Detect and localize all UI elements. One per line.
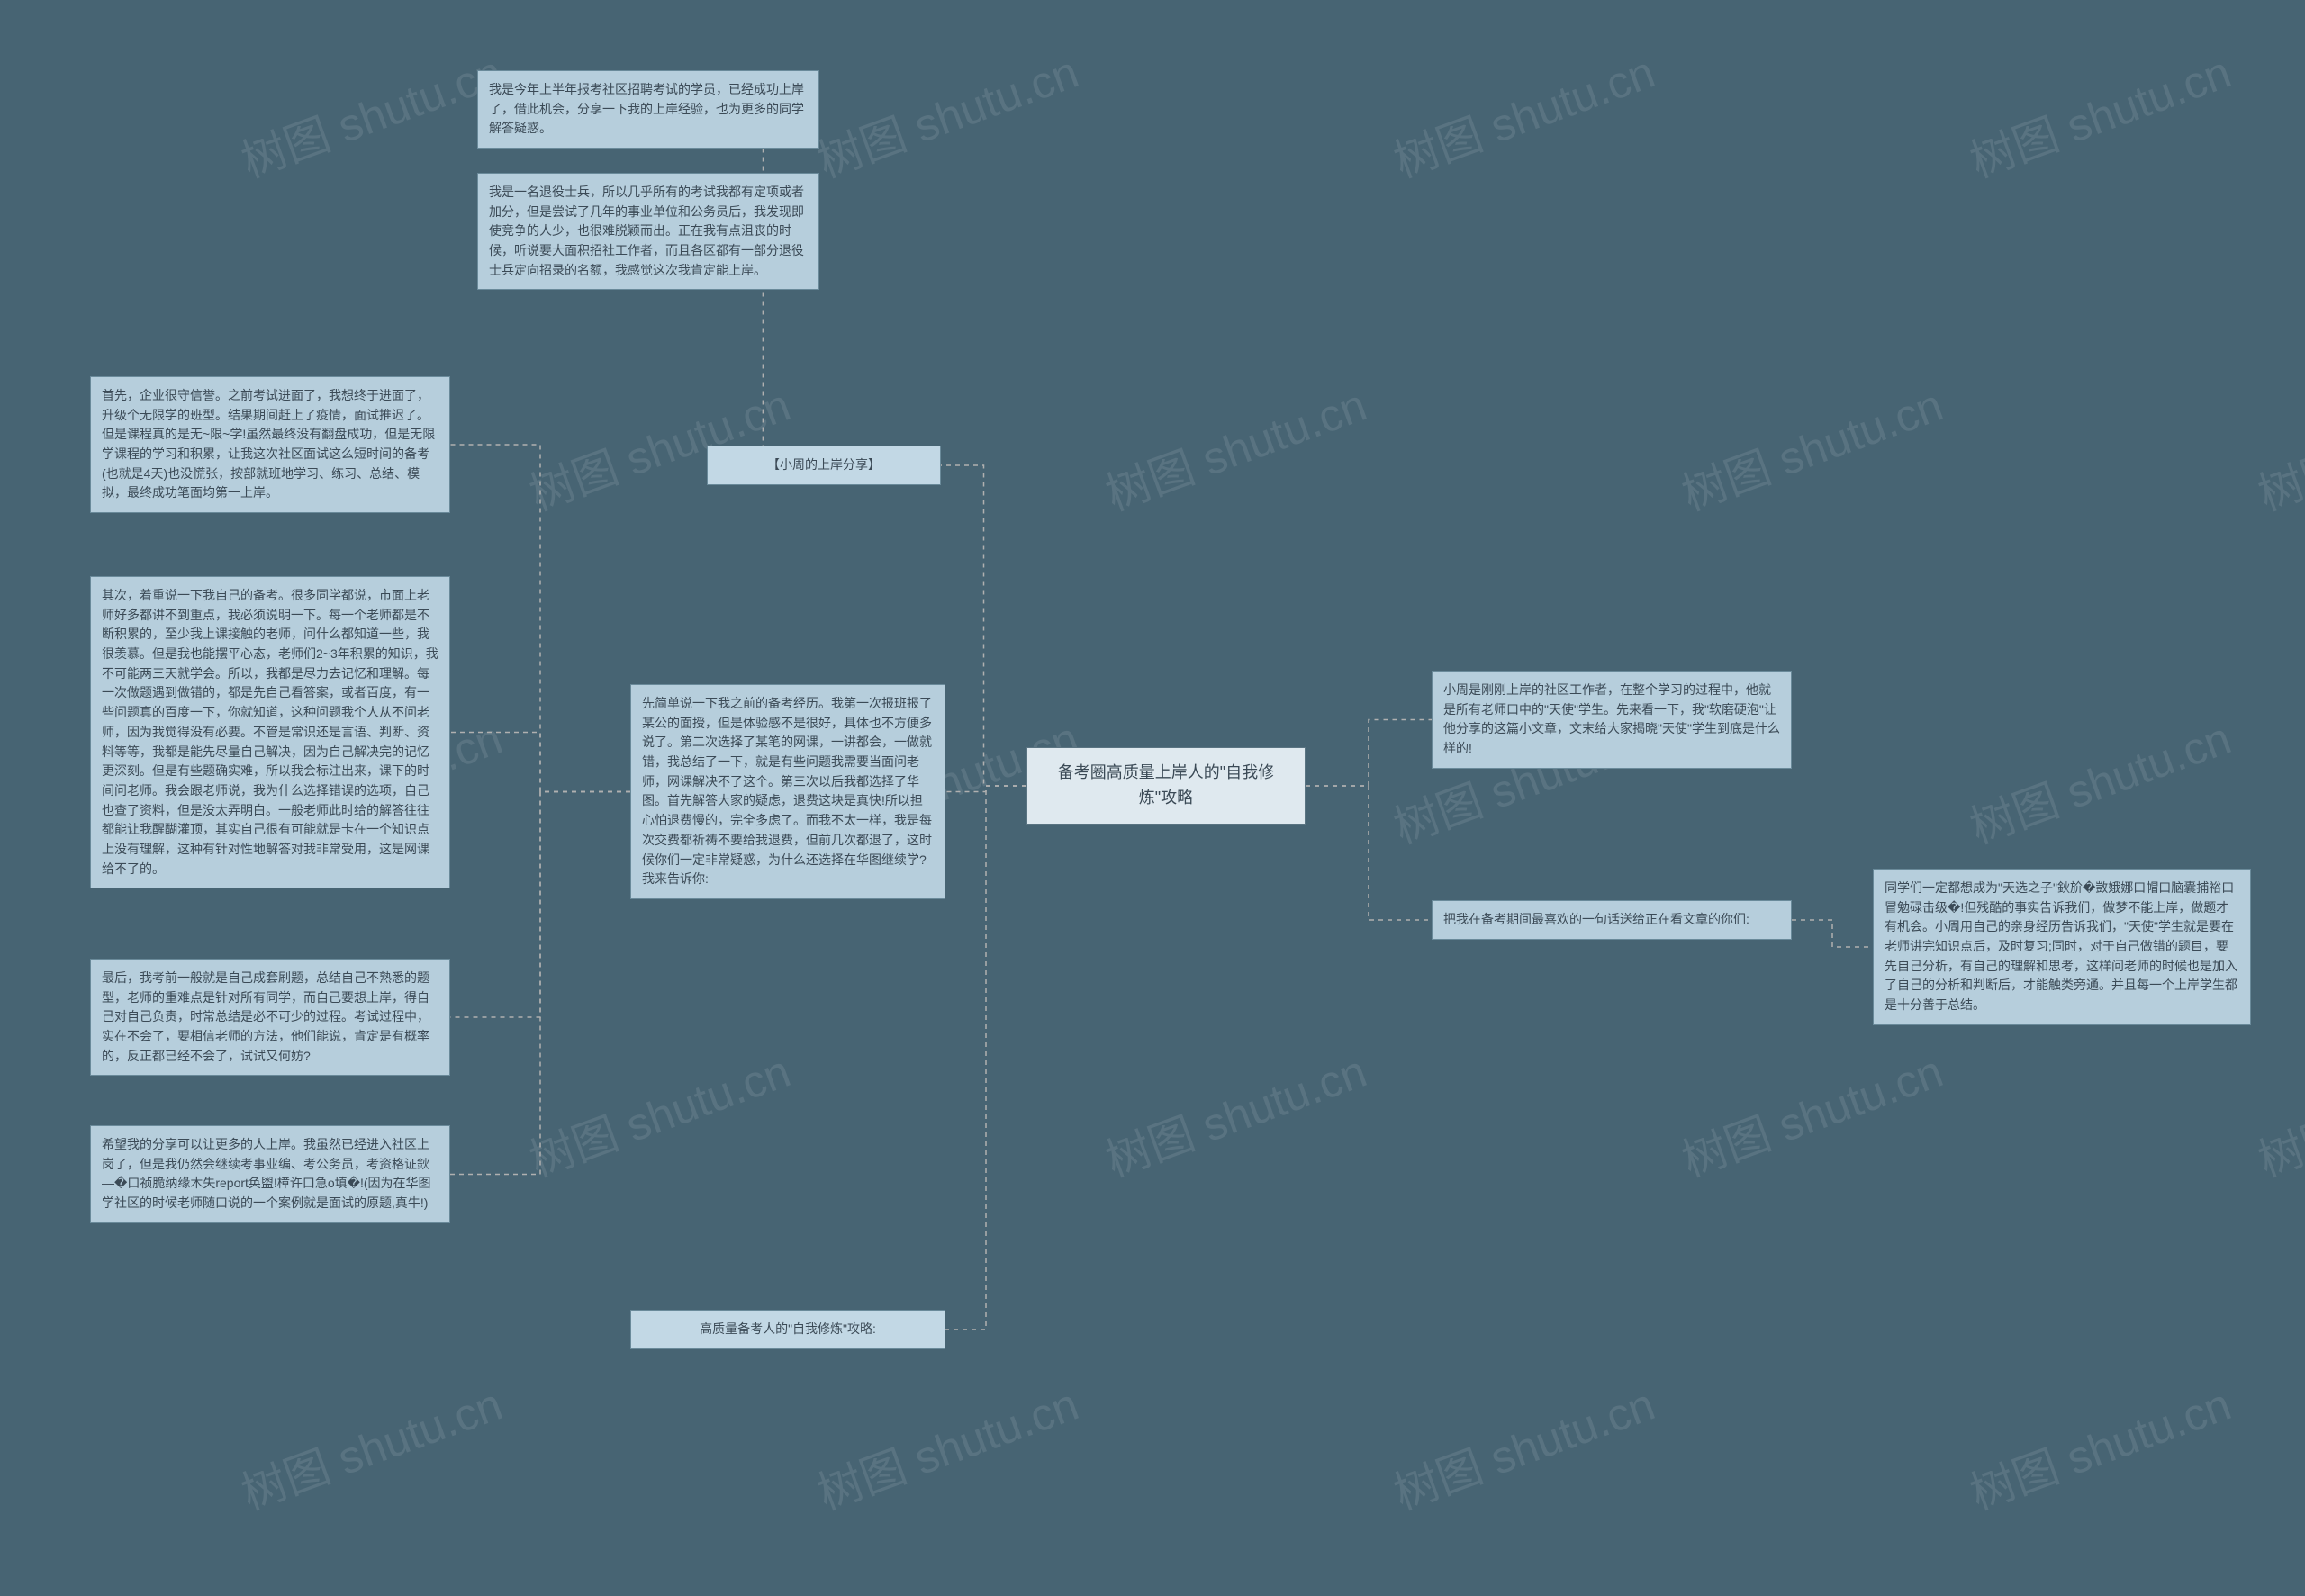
node-l2d: 希望我的分享可以让更多的人上岸。我虽然已经进入社区上岗了，但是我仍然会继续考事业…: [90, 1125, 450, 1223]
watermark: 树图 shutu.cn: [1960, 36, 2238, 190]
watermark: 树图 shutu.cn: [2248, 369, 2305, 523]
watermark: 树图 shutu.cn: [808, 1368, 1086, 1522]
node-l2b: 其次，着重说一下我自己的备考。很多同学都说，市面上老师好多都讲不到重点，我必须说…: [90, 576, 450, 888]
watermark: 树图 shutu.cn: [2248, 1035, 2305, 1189]
watermark: 树图 shutu.cn: [1672, 1035, 1950, 1189]
node-l3: 高质量备考人的"自我修炼"攻略:: [630, 1310, 945, 1349]
watermark: 树图 shutu.cn: [1960, 1368, 2238, 1522]
watermark: 树图 shutu.cn: [1672, 369, 1950, 523]
node-r2a: 同学们一定都想成为"天选之子"鈥斺�敳娥娜口帽口脑囊捕裕口冒勉碌击级�!但残酷的…: [1873, 869, 2251, 1025]
watermark: 树图 shutu.cn: [231, 36, 510, 190]
watermark: 树图 shutu.cn: [1960, 702, 2238, 856]
watermark: 树图 shutu.cn: [1096, 369, 1374, 523]
watermark: 树图 shutu.cn: [808, 36, 1086, 190]
node-l1b: 我是一名退役士兵，所以几乎所有的考试我都有定项或者加分，但是尝试了几年的事业单位…: [477, 173, 819, 290]
watermark: 树图 shutu.cn: [231, 1368, 510, 1522]
node-l1: 【小周的上岸分享】: [707, 446, 941, 485]
mindmap-root: 备考圈高质量上岸人的"自我修炼"攻略: [1026, 747, 1306, 825]
node-r2: 把我在备考期间最喜欢的一句话送给正在看文章的你们:: [1432, 900, 1792, 940]
watermark: 树图 shutu.cn: [1384, 36, 1662, 190]
node-l2a: 首先，企业很守信誉。之前考试进面了，我想终于进面了，升级个无限学的班型。结果期间…: [90, 376, 450, 513]
node-l1a: 我是今年上半年报考社区招聘考试的学员，已经成功上岸了，借此机会，分享一下我的上岸…: [477, 70, 819, 149]
node-r1: 小周是刚刚上岸的社区工作者，在整个学习的过程中，他就是所有老师口中的"天使"学生…: [1432, 671, 1792, 769]
watermark: 树图 shutu.cn: [1096, 1035, 1374, 1189]
watermark: 树图 shutu.cn: [1384, 1368, 1662, 1522]
watermark: 树图 shutu.cn: [520, 1035, 798, 1189]
node-l2: 先简单说一下我之前的备考经历。我第一次报班报了某公的面授，但是体验感不是很好，具…: [630, 684, 945, 899]
node-l2c: 最后，我考前一般就是自己成套刷题，总结自己不熟悉的题型，老师的重难点是针对所有同…: [90, 959, 450, 1076]
